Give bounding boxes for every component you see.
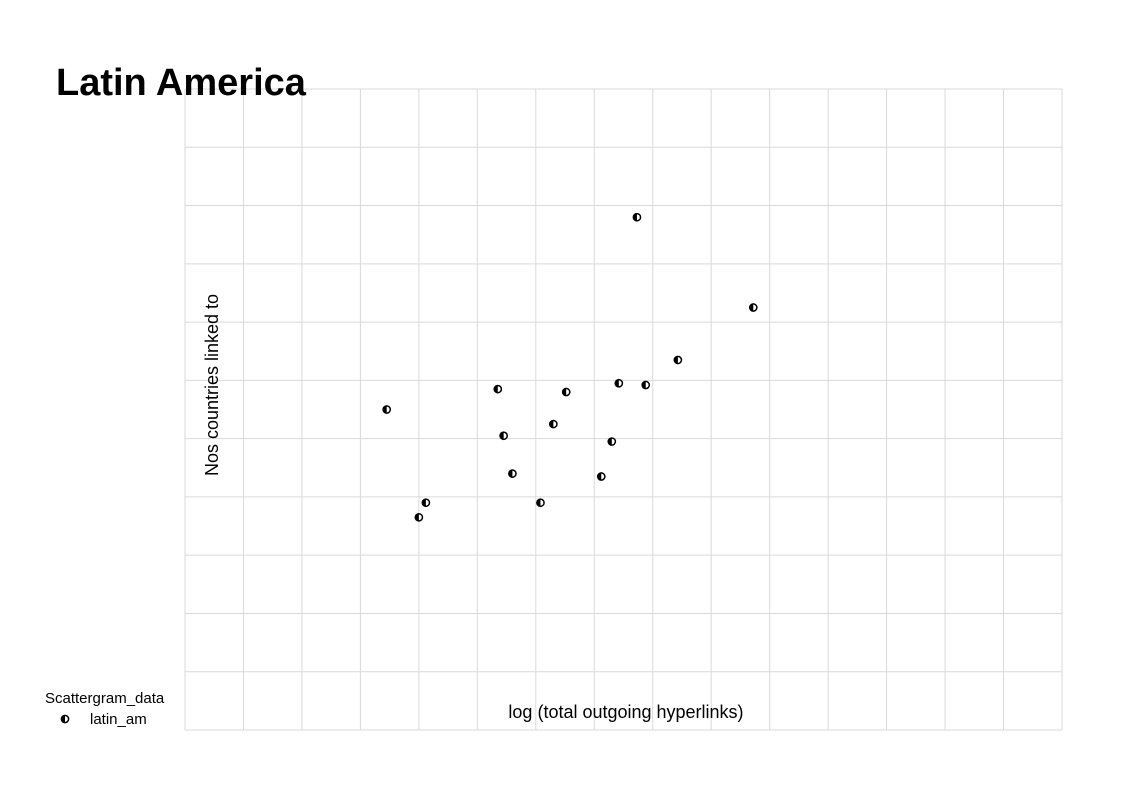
data-point <box>508 469 517 478</box>
legend-marker-icon <box>60 714 70 724</box>
data-point <box>536 498 545 508</box>
x-axis-label: log (total outgoing hyperlinks) <box>508 702 743 722</box>
grid <box>184 88 1063 731</box>
data-point <box>421 498 431 508</box>
data-point <box>748 303 758 312</box>
legend-title: Scattergram_data <box>45 690 165 707</box>
data-point <box>561 387 571 397</box>
data-point <box>607 437 617 446</box>
data-point <box>614 378 624 388</box>
data-points <box>382 212 758 522</box>
legend-marker-latin-am <box>60 714 70 724</box>
legend-label-latin-am: latin_am <box>90 711 147 728</box>
data-point <box>632 212 642 222</box>
data-point <box>493 384 503 394</box>
data-point <box>596 472 606 481</box>
data-point <box>548 419 558 429</box>
data-point <box>414 512 424 522</box>
data-point <box>673 355 683 365</box>
data-point <box>499 431 508 441</box>
data-point <box>382 405 392 414</box>
data-point <box>641 380 651 390</box>
legend: Scattergram_data latin_am <box>45 690 165 728</box>
chart-title: Latin America <box>56 62 307 104</box>
y-axis-label: Nos countries linked to <box>202 294 222 476</box>
